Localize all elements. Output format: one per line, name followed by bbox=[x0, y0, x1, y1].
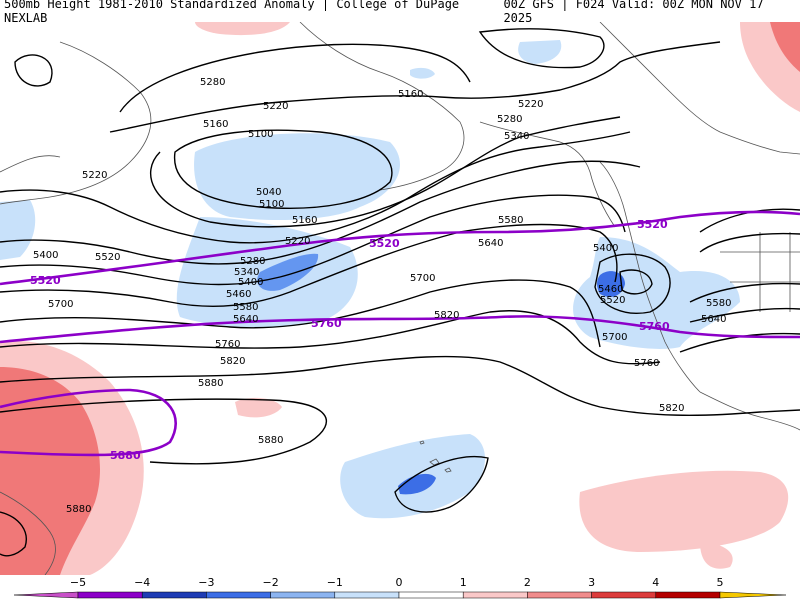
contour-label: 5580 bbox=[498, 215, 523, 226]
neg-anomaly-aleutian bbox=[194, 133, 400, 220]
contour-label: 5400 bbox=[593, 243, 618, 254]
colorbar-tick-label: −1 bbox=[327, 576, 343, 589]
contour-label: 5160 bbox=[398, 89, 423, 100]
contour-label: 5460 bbox=[226, 289, 251, 300]
colorbar-segment bbox=[77, 591, 143, 599]
colorbar-tick-label: −4 bbox=[134, 576, 150, 589]
climo-label: 5760 bbox=[639, 320, 670, 333]
contour-label: 5580 bbox=[233, 302, 258, 313]
contour-label: 5100 bbox=[259, 199, 284, 210]
contour-label: 5880 bbox=[258, 435, 283, 446]
colorbar-tick-label: 5 bbox=[717, 576, 724, 589]
neg-anomaly-hawaii bbox=[340, 434, 485, 519]
contour-label: 5820 bbox=[434, 310, 459, 321]
anomaly-map: 5280 5160 5220 5220 5160 5100 5280 5340 … bbox=[0, 22, 800, 575]
colorbar-tick-label: 4 bbox=[652, 576, 659, 589]
pos2-anomaly-west bbox=[0, 367, 100, 575]
pos-anomaly-southeast bbox=[579, 470, 789, 552]
colorbar-segment bbox=[334, 591, 400, 599]
neg2-anomaly-hawaii bbox=[398, 473, 436, 495]
colorbar: −5 −4 −3 −2 −1 0 1 2 3 4 5 bbox=[0, 575, 800, 600]
colorbar-segment bbox=[398, 591, 464, 599]
contour-label: 5220 bbox=[82, 170, 107, 181]
contour-label: 5820 bbox=[659, 403, 684, 414]
climo-label: 5880 bbox=[110, 449, 141, 462]
colorbar-segment bbox=[141, 591, 207, 599]
contour-label: 5640 bbox=[478, 238, 503, 249]
neg-anomaly-arctic bbox=[410, 67, 435, 79]
contour-label: 5220 bbox=[263, 101, 288, 112]
contour-labels: 5280 5160 5220 5220 5160 5100 5280 5340 … bbox=[33, 77, 731, 515]
contour-label: 5160 bbox=[292, 215, 317, 226]
contour-label: 5520 bbox=[600, 295, 625, 306]
climatology-contours bbox=[0, 210, 800, 457]
contour-label: 5880 bbox=[198, 378, 223, 389]
contour-label: 5640 bbox=[701, 314, 726, 325]
colorbar-tick-label: 0 bbox=[396, 576, 403, 589]
contour-label: 5400 bbox=[33, 250, 58, 261]
contour-label: 5160 bbox=[203, 119, 228, 130]
contour-label: 5880 bbox=[66, 504, 91, 515]
climo-label: 5760 bbox=[311, 317, 342, 330]
pos-anomaly-small bbox=[235, 397, 282, 418]
neg-anomaly-east-alaska bbox=[518, 40, 562, 64]
pos-anomaly-se-small bbox=[700, 542, 733, 569]
contour-label: 5640 bbox=[233, 314, 258, 325]
pos2-anomaly-ne-corner bbox=[770, 22, 800, 72]
contour-label: 5400 bbox=[238, 277, 263, 288]
colorbar-segment bbox=[270, 591, 336, 599]
valid-time: 00Z GFS | F024 Valid: 00Z MON NOV 17 202… bbox=[503, 0, 764, 25]
contour-label: 5760 bbox=[634, 358, 659, 369]
colorbar-tick-label: 1 bbox=[460, 576, 467, 589]
contour-label: 5520 bbox=[95, 252, 120, 263]
contour-label: 5340 bbox=[504, 131, 529, 142]
contour-label: 5280 bbox=[497, 114, 522, 125]
contour-label: 5220 bbox=[518, 99, 543, 110]
contour-label: 5460 bbox=[598, 284, 623, 295]
colorbar-min-arrow bbox=[13, 591, 79, 599]
neg-anomaly-westcoast bbox=[573, 237, 740, 349]
contour-label: 5040 bbox=[256, 187, 281, 198]
colorbar-tick-label: 2 bbox=[524, 576, 531, 589]
contour-label: 5220 bbox=[285, 236, 310, 247]
colorbar-bar bbox=[13, 591, 787, 599]
contour-label: 5760 bbox=[215, 339, 240, 350]
climo-labels: 5520 5520 5520 5760 5760 5880 bbox=[30, 218, 670, 462]
colorbar-max-arrow bbox=[719, 591, 787, 599]
contour-label: 5700 bbox=[48, 299, 73, 310]
colorbar-tick-labels: −5 −4 −3 −2 −1 0 1 2 3 4 5 bbox=[70, 576, 724, 589]
climo-label: 5520 bbox=[30, 274, 61, 287]
contour-label: 5820 bbox=[220, 356, 245, 367]
climo-label: 5520 bbox=[369, 237, 400, 250]
contour-label: 5700 bbox=[602, 332, 627, 343]
height-contours bbox=[0, 28, 800, 557]
neg1-small bbox=[8, 204, 31, 227]
neg2-anomaly-trough bbox=[257, 253, 319, 291]
contour-label: 5700 bbox=[410, 273, 435, 284]
colorbar-tick-label: −2 bbox=[262, 576, 278, 589]
colorbar-tick-label: −5 bbox=[70, 576, 86, 589]
map-title: 500mb Height 1981-2010 Standardized Anom… bbox=[4, 0, 460, 25]
contour-label: 5100 bbox=[248, 129, 273, 140]
colorbar-segment bbox=[462, 591, 528, 599]
title-bar: 500mb Height 1981-2010 Standardized Anom… bbox=[0, 0, 800, 25]
contour-label: 5340 bbox=[234, 267, 259, 278]
colorbar-tick-label: −3 bbox=[198, 576, 214, 589]
climo-label: 5520 bbox=[637, 218, 668, 231]
contour-label: 5280 bbox=[200, 77, 225, 88]
contour-label: 5280 bbox=[240, 256, 265, 267]
colorbar-segment bbox=[591, 591, 657, 599]
neg2-anomaly-westcoast bbox=[597, 271, 625, 297]
colorbar-segment bbox=[527, 591, 592, 599]
colorbar-tick-label: 3 bbox=[588, 576, 595, 589]
colorbar-segment bbox=[655, 591, 721, 599]
pos-anomaly-north bbox=[195, 22, 290, 36]
contour-label: 5580 bbox=[706, 298, 731, 309]
colorbar-segment bbox=[206, 591, 271, 599]
